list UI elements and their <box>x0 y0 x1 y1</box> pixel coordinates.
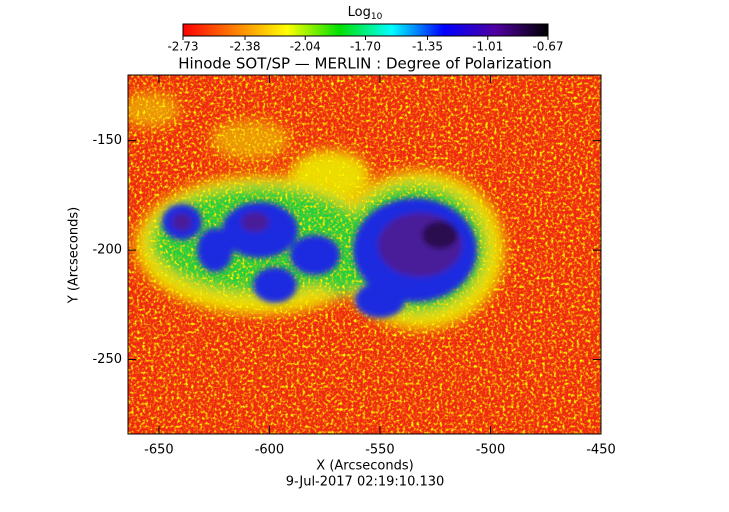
x-axis-label: X (Arcseconds) <box>316 459 413 474</box>
colorbar <box>182 23 549 37</box>
plot-frame <box>127 74 602 435</box>
x-tick-label: -650 <box>144 443 174 458</box>
y-tick-label: -150 <box>92 133 122 148</box>
subtitle: 9-Jul-2017 02:19:10.130 <box>286 475 445 490</box>
polarization-map <box>128 75 601 434</box>
y-tick-label: -250 <box>92 352 122 367</box>
colorbar-tick-label: -0.67 <box>532 40 563 54</box>
colorbar-tick-label: -1.70 <box>350 40 381 54</box>
colorbar-tick-label: -1.35 <box>412 40 443 54</box>
colorbar-tick-label: -2.04 <box>290 40 321 54</box>
colorbar-label: Log10 <box>348 5 383 22</box>
x-tick-label: -550 <box>365 443 395 458</box>
y-axis-label: Y (Arcseconds) <box>67 207 82 304</box>
colorbar-label-main: Log <box>348 5 371 20</box>
x-tick-label: -600 <box>255 443 285 458</box>
colorbar-label-sub: 10 <box>371 12 383 22</box>
colorbar-tick-label: -1.01 <box>472 40 503 54</box>
colorbar-tick-label: -2.38 <box>229 40 260 54</box>
y-tick-label: -200 <box>92 243 122 258</box>
map-core <box>162 198 477 318</box>
x-tick-label: -500 <box>476 443 506 458</box>
x-tick-label: -450 <box>586 443 616 458</box>
chart-title: Hinode SOT/SP — MERLIN : Degree of Polar… <box>178 55 552 73</box>
colorbar-tick-label: -2.73 <box>167 40 198 54</box>
